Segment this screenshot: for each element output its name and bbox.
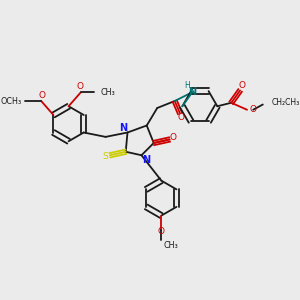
Text: O: O: [238, 81, 245, 90]
Text: OCH₃: OCH₃: [1, 97, 22, 106]
Text: O: O: [177, 113, 184, 122]
Text: O: O: [169, 133, 176, 142]
Text: O: O: [76, 82, 83, 91]
Text: N: N: [188, 87, 196, 97]
Text: O: O: [39, 91, 46, 100]
Text: CH₃: CH₃: [163, 241, 178, 250]
Text: O: O: [250, 105, 257, 114]
Text: H: H: [184, 81, 190, 90]
Text: CH₃: CH₃: [100, 88, 115, 97]
Text: S: S: [103, 152, 109, 161]
Text: O: O: [158, 227, 165, 236]
Text: N: N: [119, 123, 127, 133]
Text: N: N: [142, 154, 150, 165]
Text: CH₂CH₃: CH₂CH₃: [272, 98, 300, 107]
